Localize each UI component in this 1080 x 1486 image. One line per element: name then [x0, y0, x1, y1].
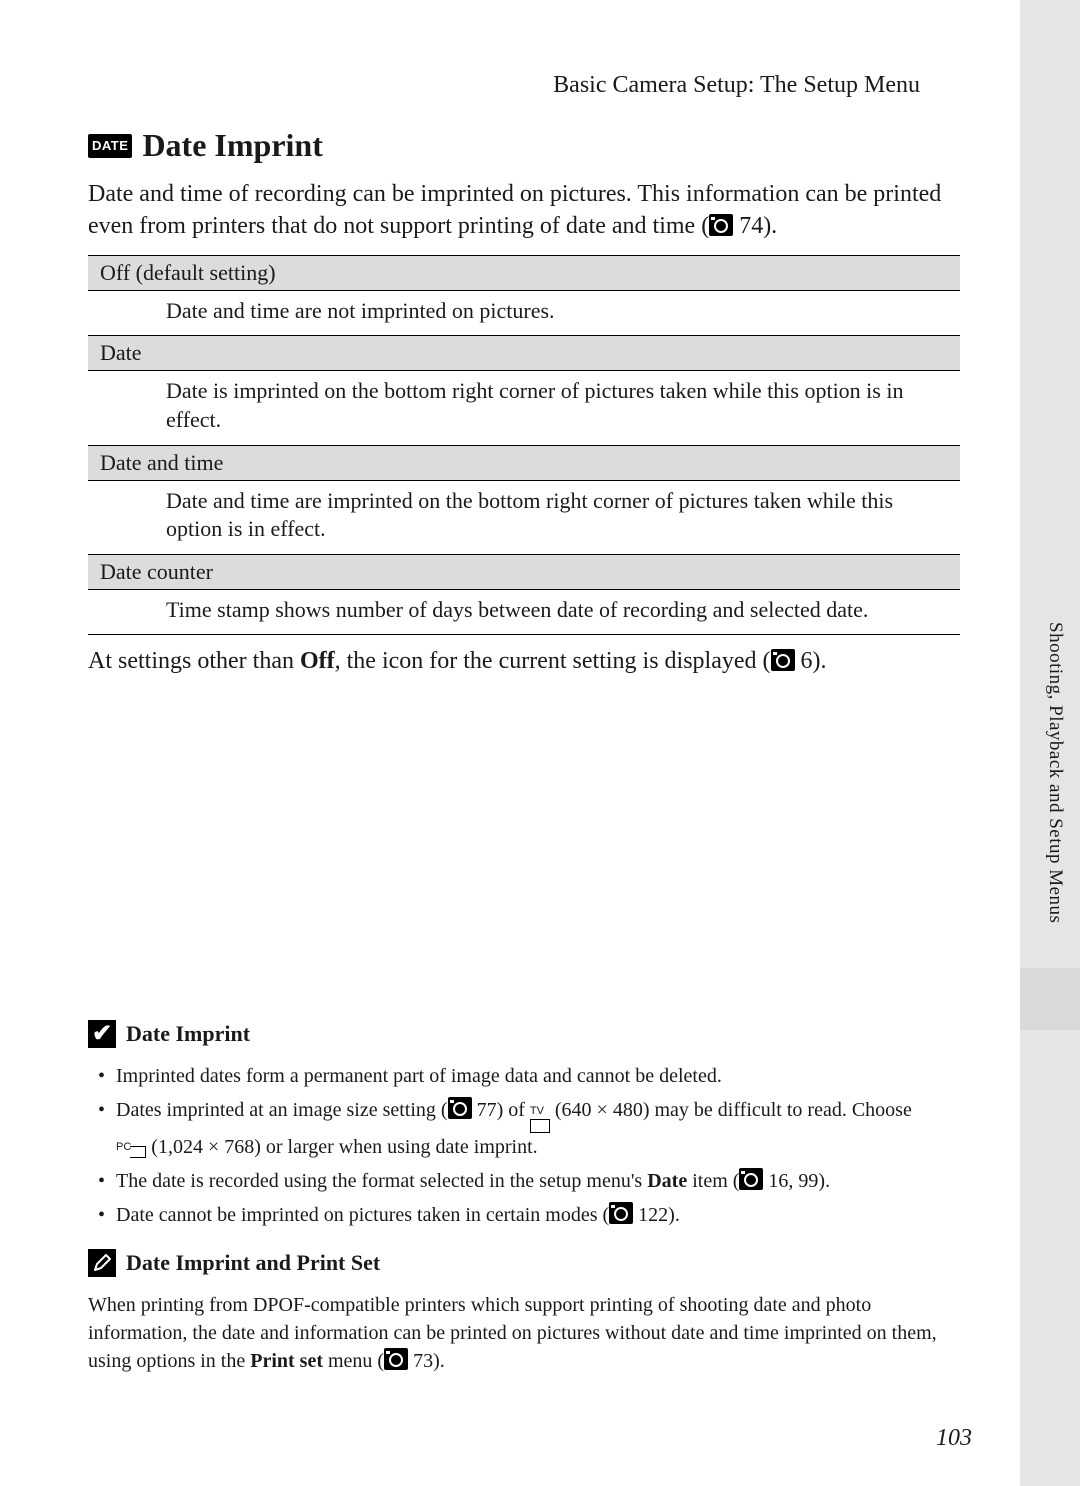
setting-desc: Date and time are imprinted on the botto… [88, 480, 960, 554]
setting-name: Off (default setting) [88, 255, 960, 290]
side-chapter-label: Shooting, Playback and Setup Menus [1044, 622, 1066, 923]
note-heading: Date Imprint and Print Set [88, 1249, 960, 1277]
settings-table: Off (default setting) Date and time are … [88, 255, 960, 636]
manual-page: Basic Camera Setup: The Setup Menu DATE … [0, 0, 1020, 1486]
section-title: Date Imprint [142, 127, 322, 164]
note-item: The date is recorded using the format se… [94, 1167, 960, 1195]
note-body: When printing from DPOF-compatible print… [88, 1291, 960, 1375]
setting-name: Date and time [88, 445, 960, 480]
tv-size-icon [530, 1106, 550, 1133]
camera-ref-icon [384, 1348, 408, 1370]
note-item: Dates imprinted at an image size setting… [94, 1096, 960, 1161]
camera-ref-icon [609, 1202, 633, 1224]
pencil-icon [88, 1249, 116, 1277]
note-print-set: Date Imprint and Print Set When printing… [88, 1249, 960, 1375]
page-number: 103 [936, 1425, 972, 1452]
section-heading: DATE Date Imprint [88, 127, 960, 164]
camera-ref-icon [709, 214, 733, 236]
side-tab-indicator [1020, 968, 1080, 1030]
intro-paragraph: Date and time of recording can be imprin… [88, 178, 960, 243]
note-date-imprint: ✔ Date Imprint Imprinted dates form a pe… [88, 1020, 960, 1229]
pc-size-icon: PC [116, 1140, 146, 1160]
setting-name: Date [88, 336, 960, 371]
note-list: Imprinted dates form a permanent part of… [88, 1062, 960, 1229]
setting-desc: Time stamp shows number of days between … [88, 589, 960, 635]
post-table-note: At settings other than Off, the icon for… [88, 645, 960, 677]
setting-name: Date counter [88, 554, 960, 589]
note-item: Date cannot be imprinted on pictures tak… [94, 1201, 960, 1229]
camera-ref-icon [771, 649, 795, 671]
check-icon: ✔ [88, 1020, 116, 1048]
date-imprint-icon: DATE [88, 134, 132, 158]
setting-desc: Date is imprinted on the bottom right co… [88, 371, 960, 445]
camera-ref-icon [448, 1097, 472, 1119]
camera-ref-icon [739, 1168, 763, 1190]
chapter-header: Basic Camera Setup: The Setup Menu [88, 72, 960, 99]
setting-desc: Date and time are not imprinted on pictu… [88, 290, 960, 336]
note-heading: ✔ Date Imprint [88, 1020, 960, 1048]
note-item: Imprinted dates form a permanent part of… [94, 1062, 960, 1090]
